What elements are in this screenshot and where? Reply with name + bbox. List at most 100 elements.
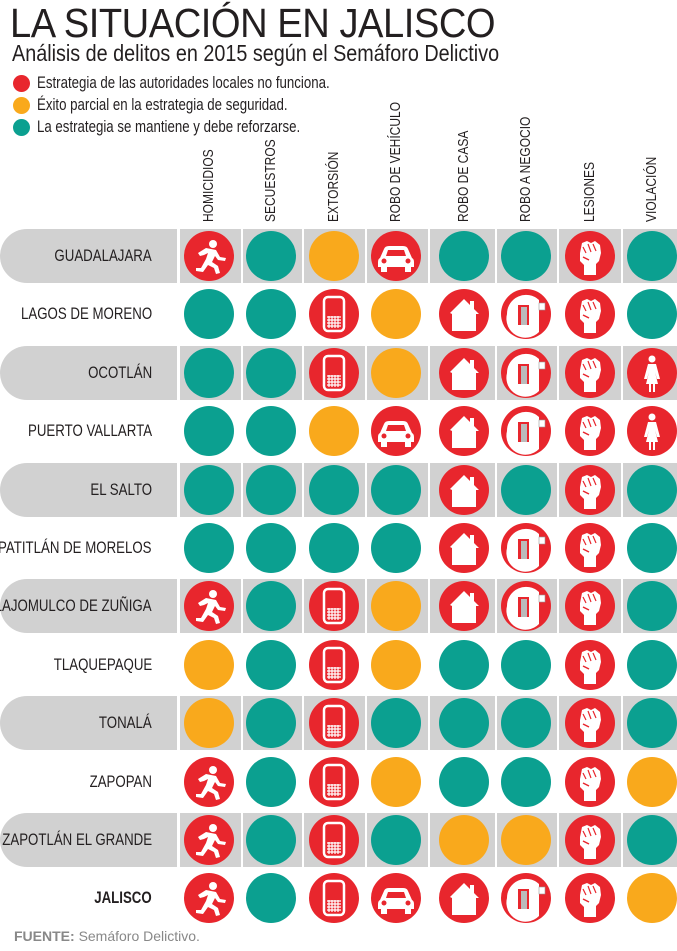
status-dot [501, 815, 551, 865]
legend-dot-green [13, 118, 30, 136]
door-thief-icon [506, 295, 546, 339]
status-dot [184, 640, 234, 690]
phone-icon [322, 821, 346, 859]
table-row: ZAPOPAN [0, 755, 677, 809]
status-cell-green [371, 698, 421, 749]
status-cell-green [184, 347, 234, 398]
status-dot [246, 698, 296, 748]
fist-icon [580, 708, 601, 743]
table-row: JALISCO [0, 871, 677, 925]
status-dot [627, 465, 677, 515]
status-cell-yellow [501, 815, 551, 865]
status-dot [439, 231, 489, 281]
status-cell-green [501, 464, 551, 515]
status-cell-red [565, 347, 615, 398]
status-cell-yellow [439, 815, 489, 865]
row-label: ZAPOTLÁN EL GRANDE [2, 830, 152, 849]
legend-label: Éxito parcial en la estrategia de seguri… [37, 95, 288, 114]
legend: Estrategia de las autoridades locales no… [13, 72, 412, 138]
fist-icon [580, 241, 601, 275]
column-header-label: ROBO DE VEHÍCULO [387, 101, 404, 222]
status-dot [184, 698, 234, 748]
row-label: ZAPOPAN [89, 771, 152, 791]
status-cell-red [439, 523, 489, 573]
status-cell-red [627, 406, 677, 457]
status-dot [627, 289, 677, 339]
status-cell-green [246, 289, 296, 340]
row-label: TLAJOMULCO DE ZUÑIGA [0, 596, 152, 616]
status-cell-red [184, 873, 234, 924]
status-cell-green [501, 231, 551, 281]
status-cell-green [371, 815, 421, 865]
row-label: JALISCO [94, 888, 152, 908]
phone-icon [322, 704, 346, 742]
status-dot [246, 289, 296, 339]
runner-icon [196, 765, 226, 800]
status-cell-red [565, 406, 615, 457]
status-cell-red [184, 756, 234, 807]
status-dot [371, 348, 421, 398]
house-icon [450, 357, 479, 390]
door-thief-icon [506, 587, 546, 631]
status-dot [501, 640, 551, 690]
runner-icon [196, 590, 226, 625]
phone-icon [322, 354, 346, 392]
status-cell-green [246, 756, 296, 807]
status-cell-green [184, 289, 234, 340]
status-cell-red [184, 815, 234, 865]
door-thief-icon [506, 528, 546, 572]
status-cell-yellow [627, 873, 677, 924]
status-cell-green [309, 523, 359, 573]
status-cell-red [309, 289, 359, 340]
status-cell-red [565, 523, 615, 573]
status-dot [371, 698, 421, 748]
status-dot [246, 757, 296, 807]
source-note: FUENTE: Semáforo Delictivo. [14, 928, 200, 944]
status-dot [627, 757, 677, 807]
status-cell-red [565, 639, 615, 690]
status-cell-red [501, 523, 551, 573]
status-cell-red [439, 464, 489, 515]
status-cell-red [439, 406, 489, 457]
status-cell-red [439, 581, 489, 632]
status-cell-green [246, 873, 296, 924]
status-dot [439, 757, 489, 807]
house-icon [450, 533, 479, 565]
status-cell-green [246, 698, 296, 749]
status-cell-red [565, 756, 615, 807]
status-cell-red [565, 581, 615, 632]
house-icon [450, 416, 479, 449]
status-cell-green [246, 639, 296, 690]
status-cell-green [627, 231, 677, 281]
legend-item-red: Estrategia de las autoridades locales no… [13, 72, 412, 94]
status-cell-red [565, 698, 615, 749]
phone-icon [322, 880, 346, 917]
status-dot [246, 406, 296, 456]
column-header: ROBO DE VEHÍCULO [365, 0, 427, 222]
row-label: LAGOS DE MORENO [20, 304, 152, 324]
status-cell-yellow [371, 581, 421, 632]
car-icon [378, 888, 414, 915]
page-subtitle: Análisis de delitos en 2015 según el Sem… [12, 40, 500, 66]
table-row: TONALÁ [0, 696, 677, 751]
status-dot [309, 406, 359, 456]
column-header-label: VIOLACIÓN [643, 156, 660, 222]
status-cell-green [627, 289, 677, 340]
status-dot [246, 523, 296, 573]
status-cell-green [246, 406, 296, 457]
column-header: LESIONES [559, 0, 621, 222]
status-cell-green [627, 523, 677, 573]
status-dot [501, 465, 551, 515]
door-thief-icon [506, 879, 546, 923]
status-dot [184, 406, 234, 456]
status-cell-green [246, 581, 296, 632]
status-cell-red [309, 347, 359, 398]
legend-label: La estrategia se mantiene y debe reforza… [37, 117, 301, 136]
status-cell-red [565, 289, 615, 340]
fist-icon [580, 299, 601, 334]
column-header: VIOLACIÓN [621, 0, 677, 222]
woman-icon [644, 355, 660, 392]
legend-dot-red [13, 74, 30, 92]
status-cell-green [627, 464, 677, 515]
status-cell-yellow [184, 639, 234, 690]
